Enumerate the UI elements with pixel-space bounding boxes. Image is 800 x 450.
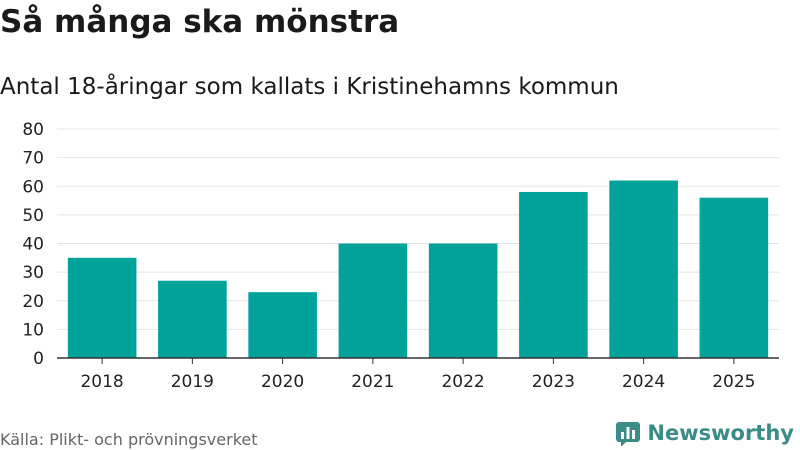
y-tick-label: 80 xyxy=(22,120,44,140)
x-tick-label: 2020 xyxy=(261,372,304,392)
bar-2019[interactable] xyxy=(158,280,227,358)
y-tick-label: 20 xyxy=(22,292,44,312)
y-tick-label: 60 xyxy=(22,177,44,197)
x-axis-ticks: 2018 2019 2020 2021 2022 2023 2024 2025 xyxy=(80,358,756,392)
brand-name: Newsworthy xyxy=(647,421,794,445)
bar-2024[interactable] xyxy=(609,180,678,358)
bar-2020[interactable] xyxy=(248,292,317,358)
y-tick-label: 70 xyxy=(22,149,44,169)
bar-2021[interactable] xyxy=(338,243,408,359)
y-tick-label: 30 xyxy=(22,263,44,283)
x-tick-label: 2023 xyxy=(532,372,575,392)
bar-chart-logo-icon xyxy=(616,422,641,446)
chart-title: Så många ska mönstra xyxy=(0,4,400,40)
chart-subtitle: Antal 18-åringar som kallats i Kristineh… xyxy=(0,74,619,100)
bar-2022[interactable] xyxy=(428,243,498,359)
x-tick-label: 2022 xyxy=(441,372,484,392)
bar-2018[interactable] xyxy=(67,257,137,358)
bars xyxy=(67,180,769,359)
y-axis-ticks: 0 10 20 30 40 50 60 70 80 xyxy=(22,120,44,369)
y-tick-label: 50 xyxy=(22,206,44,226)
x-tick-label: 2021 xyxy=(351,372,394,392)
y-tick-label: 40 xyxy=(22,235,44,255)
bar-2025[interactable] xyxy=(699,197,769,358)
source-note: Källa: Plikt- och prövningsverket xyxy=(0,430,258,449)
y-tick-label: 0 xyxy=(33,349,44,369)
x-tick-label: 2024 xyxy=(622,372,665,392)
brand-logo[interactable]: Newsworthy xyxy=(615,420,794,446)
x-tick-label: 2025 xyxy=(712,372,755,392)
y-tick-label: 10 xyxy=(22,320,44,340)
bar-2023[interactable] xyxy=(519,191,588,358)
x-tick-label: 2019 xyxy=(171,372,214,392)
x-tick-label: 2018 xyxy=(80,372,123,392)
